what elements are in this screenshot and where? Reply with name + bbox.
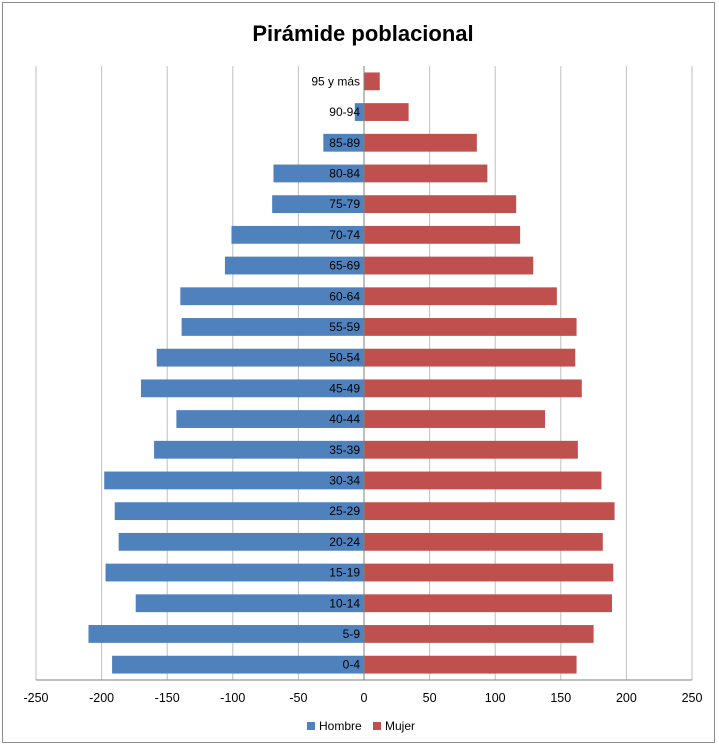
category-label: 60-64 [329, 289, 360, 303]
bar-mujer [364, 410, 546, 428]
category-labels: 0-4 5-9 10-14 15-19 20-24 25-29 30-34 35-39 40-4… [311, 74, 360, 671]
bar-hombre [112, 655, 364, 674]
category-label: 40-44 [329, 412, 360, 426]
bar-mujer [364, 625, 594, 643]
bar-hombre [154, 440, 364, 459]
legend: Hombre Mujer [307, 719, 415, 733]
bar-mujer [364, 256, 534, 275]
bar-mujer [364, 532, 603, 551]
x-tick-label: 50 [423, 691, 437, 705]
category-label: 65-69 [329, 259, 360, 273]
category-label: 90-94 [329, 105, 360, 119]
category-label: 25-29 [329, 504, 360, 518]
bar-hombre [135, 594, 364, 613]
bar-hombre [156, 348, 364, 367]
bar-hombre [323, 133, 364, 152]
bar-hombre [354, 103, 364, 121]
bar-hombre [231, 225, 364, 244]
bar-hombre [176, 410, 364, 428]
bar-hombre [273, 164, 364, 183]
bar-hombre [104, 471, 364, 490]
x-tick-label: -100 [220, 691, 245, 705]
bar-mujer [364, 440, 578, 459]
x-tick-label: -200 [89, 691, 114, 705]
legend-label-mujer: Mujer [385, 719, 415, 733]
bar-mujer [364, 318, 577, 336]
x-tick-label: 150 [550, 691, 571, 705]
bar-mujer [364, 133, 477, 152]
chart-title: Pirámide poblacional [252, 21, 473, 46]
category-label: 50-54 [329, 351, 360, 365]
x-tick-label: -50 [289, 691, 307, 705]
bar-hombre [114, 502, 364, 521]
category-label: 0-4 [343, 658, 361, 672]
bar-mujer [364, 72, 380, 91]
legend-swatch-mujer [373, 722, 381, 730]
x-tick-label: -250 [23, 691, 48, 705]
bar-hombre [140, 379, 364, 398]
category-label: 75-79 [329, 197, 360, 211]
bar-mujer [364, 225, 521, 244]
bar-mujer [364, 164, 488, 183]
category-label: 95 y más [311, 74, 360, 88]
bar-mujer [364, 655, 577, 674]
bar-mujer [364, 379, 582, 398]
category-label: 5-9 [343, 627, 361, 641]
bar-mujer [364, 502, 615, 521]
bar-hombre [224, 256, 364, 275]
x-tick-label: -150 [155, 691, 180, 705]
bar-hombre [118, 532, 364, 551]
bar-hombre [181, 318, 364, 336]
x-axis: -250 -200 -150 -100 -50 0 50 100 150 200 250 [23, 66, 702, 705]
category-label: 30-34 [329, 473, 360, 487]
x-tick-label: 250 [682, 691, 703, 705]
category-label: 80-84 [329, 166, 360, 180]
category-label: 10-14 [329, 596, 360, 610]
category-label: 35-39 [329, 443, 360, 457]
x-tick-label: 0 [361, 691, 368, 705]
bar-hombre [88, 625, 364, 643]
category-label: 85-89 [329, 136, 360, 150]
category-label: 45-49 [329, 381, 360, 395]
x-tick-label: 200 [616, 691, 637, 705]
legend-label-hombre: Hombre [319, 719, 362, 733]
category-label: 15-19 [329, 566, 360, 580]
bar-mujer [364, 594, 612, 613]
bar-hombre [180, 287, 364, 306]
bar-mujer [364, 563, 614, 582]
category-label: 55-59 [329, 320, 360, 334]
category-label: 70-74 [329, 228, 360, 242]
bars [88, 72, 615, 674]
bar-mujer [364, 195, 517, 214]
category-label: 20-24 [329, 535, 360, 549]
bar-hombre [272, 195, 364, 214]
legend-swatch-hombre [307, 722, 315, 730]
bar-mujer [364, 103, 409, 121]
x-tick-label: 100 [485, 691, 506, 705]
bar-mujer [364, 348, 576, 367]
bar-mujer [364, 471, 602, 490]
bar-mujer [364, 287, 557, 306]
bar-hombre [105, 563, 364, 582]
